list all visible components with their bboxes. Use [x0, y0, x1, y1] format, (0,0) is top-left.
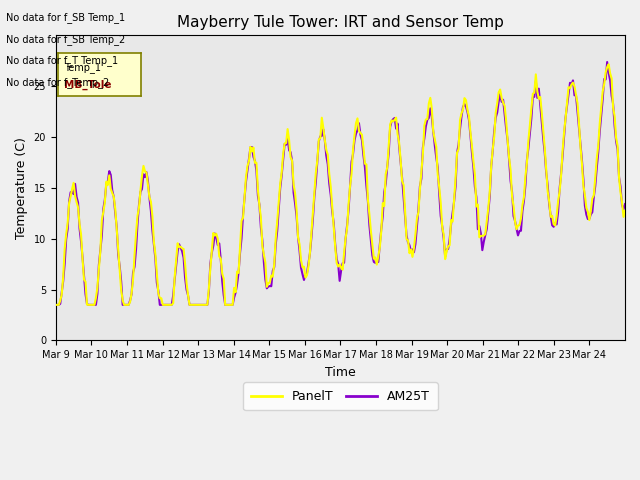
Text: No data for f_SB Temp_2: No data for f_SB Temp_2	[6, 34, 125, 45]
Text: No data for f_SB Temp_1: No data for f_SB Temp_1	[6, 12, 125, 23]
Y-axis label: Temperature (C): Temperature (C)	[15, 137, 28, 239]
Text: No data for f_Temp_2: No data for f_Temp_2	[6, 77, 109, 88]
Legend: PanelT, AM25T: PanelT, AM25T	[243, 383, 438, 410]
X-axis label: Time: Time	[325, 366, 356, 379]
Title: Mayberry Tule Tower: IRT and Sensor Temp: Mayberry Tule Tower: IRT and Sensor Temp	[177, 15, 504, 30]
Text: No data for f_T Temp_1: No data for f_T Temp_1	[6, 55, 118, 66]
Text: Temp_1: Temp_1	[64, 62, 101, 73]
Text: MB_Tole: MB_Tole	[64, 80, 112, 90]
